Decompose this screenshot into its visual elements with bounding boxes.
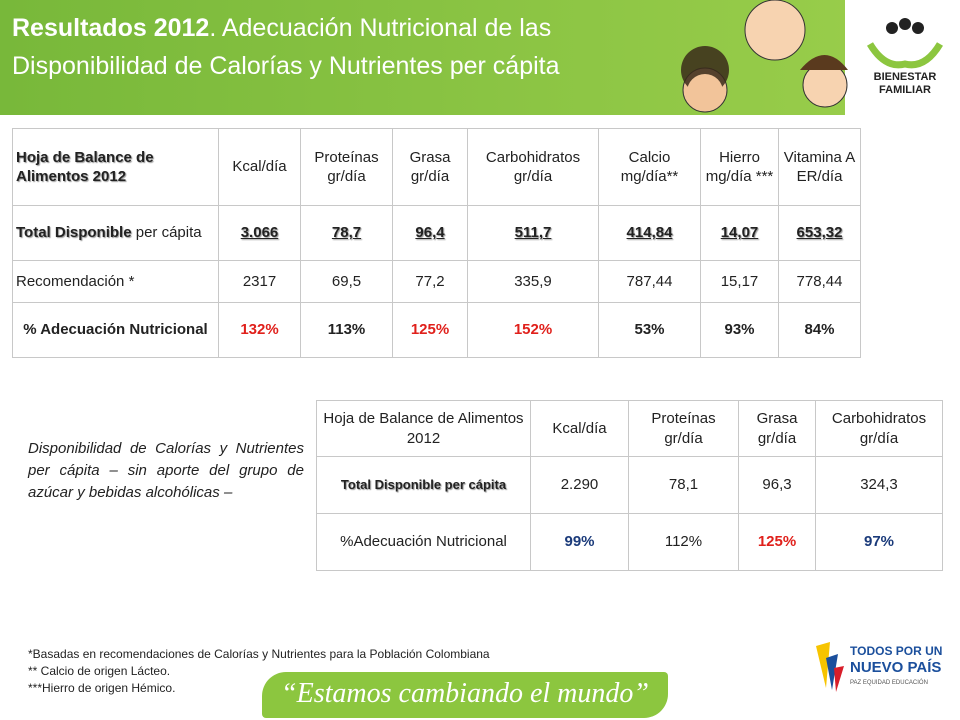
bienestar-logo: BIENESTAR FAMILIAR [866, 18, 944, 96]
header-cell: Proteínas gr/día [300, 128, 393, 206]
cell: 125% [392, 302, 468, 358]
cell: 14,07 [700, 205, 779, 261]
cell: 96,3 [738, 456, 816, 514]
child-face [744, 0, 806, 61]
logo-head [899, 18, 911, 30]
row-label: % Adecuación Nutricional [12, 302, 219, 358]
label-text: per cápita [135, 224, 202, 242]
cell: 132% [218, 302, 301, 358]
logo-flag [826, 654, 838, 690]
cell: 2.290 [530, 456, 629, 514]
logo-flag [816, 642, 830, 688]
logo-flag [834, 666, 844, 692]
header-cell: Calcio mg/día** [598, 128, 701, 206]
nutrition-table: Hoja de Balance de Alimentos 2012 Kcal/d… [12, 128, 861, 358]
cell: 125% [738, 513, 816, 571]
cell: 653,32 [778, 205, 861, 261]
cell: 96,4 [392, 205, 468, 261]
cell: 97% [815, 513, 943, 571]
title-text: . Adecuación Nutricional de las [209, 14, 552, 42]
header-cell: Hoja de Balance de Alimentos 2012 [316, 400, 531, 457]
header-cell: Hoja de Balance de Alimentos 2012 [12, 128, 219, 206]
slogan: “Estamos cambiando el mundo” [281, 678, 649, 709]
cell: 84% [778, 302, 861, 358]
row: Recomendación * 2317 69,5 77,2 335,9 787… [12, 260, 861, 303]
header-cell: Vitamina A ER/día [778, 128, 861, 206]
header-row: Hoja de Balance de Alimentos 2012 Kcal/d… [316, 400, 943, 457]
cell: 53% [598, 302, 701, 358]
header-row: Hoja de Balance de Alimentos 2012 Kcal/d… [12, 128, 861, 206]
row: %Adecuación Nutricional 99% 112% 125% 97… [316, 513, 943, 571]
logo-text: TODOS POR UN [850, 644, 942, 658]
logo-text: NUEVO PAÍS [850, 659, 941, 676]
child-face [687, 74, 723, 110]
footnote: *Basadas en recomendaciones de Calorías … [28, 647, 490, 661]
cell: 93% [700, 302, 779, 358]
row: Total Disponible per cápita 2.290 78,1 9… [316, 456, 943, 514]
cell: 324,3 [815, 456, 943, 514]
header-cell: Proteínas gr/día [628, 400, 739, 457]
row-label: %Adecuación Nutricional [316, 513, 531, 571]
side-note: Disponibilidad de Calorías y Nutrientes … [28, 440, 304, 501]
label-bold: Total Disponible [16, 224, 132, 242]
title-bold: Resultados 2012 [12, 14, 210, 42]
cell: 2317 [218, 260, 301, 303]
child-hair [800, 55, 848, 70]
cell: 511,7 [467, 205, 599, 261]
header-cell: Carbohidratos gr/día [467, 128, 599, 206]
logo-head [886, 22, 898, 34]
logo-hands [866, 42, 944, 69]
cell: 69,5 [300, 260, 393, 303]
title-line: Disponibilidad de Calorías y Nutrientes … [12, 52, 560, 80]
cell: 414,84 [598, 205, 701, 261]
header-cell: Kcal/día [218, 128, 301, 206]
logo-text: FAMILIAR [879, 84, 931, 96]
row-label: Total Disponible per cápita [12, 205, 219, 261]
gov-logo: TODOS POR UN NUEVO PAÍS PAZ EQUIDAD EDUC… [816, 642, 942, 692]
header-cell: Kcal/día [530, 400, 629, 457]
cell: 778,44 [778, 260, 861, 303]
cell: 152% [467, 302, 599, 358]
row: Total Disponible per cápita 3.066 78,7 9… [12, 205, 861, 261]
header-cell: Carbohidratos gr/día [815, 400, 943, 457]
cell: 112% [628, 513, 739, 571]
cell: 3.066 [218, 205, 301, 261]
footnote: ** Calcio de origen Lácteo. [28, 664, 171, 678]
cell: 113% [300, 302, 393, 358]
cell: 78,1 [628, 456, 739, 514]
children-illustration [681, 0, 848, 113]
logo-head [912, 22, 924, 34]
logo-text: BIENESTAR [874, 71, 937, 83]
logo-text: PAZ EQUIDAD EDUCACIÓN [850, 679, 928, 686]
slogan-banner [262, 672, 668, 718]
title-line: Resultados 2012. Adecuación Nutricional … [12, 14, 551, 43]
footnote: ***Hierro de origen Hémico. [28, 681, 176, 695]
row-label: Total Disponible per cápita [316, 456, 531, 514]
cell: 77,2 [392, 260, 468, 303]
row: % Adecuación Nutricional 132% 113% 125% … [12, 302, 861, 358]
cell: 15,17 [700, 260, 779, 303]
cell: 78,7 [300, 205, 393, 261]
cell: 335,9 [467, 260, 599, 303]
cell: 99% [530, 513, 629, 571]
cell: 787,44 [598, 260, 701, 303]
header-cell: Hierro mg/día *** [700, 128, 779, 206]
header-cell: Grasa gr/día [392, 128, 468, 206]
nutrition-table-2: Hoja de Balance de Alimentos 2012 Kcal/d… [316, 400, 943, 571]
row-label: Recomendación * [12, 260, 219, 303]
header-cell: Grasa gr/día [738, 400, 816, 457]
